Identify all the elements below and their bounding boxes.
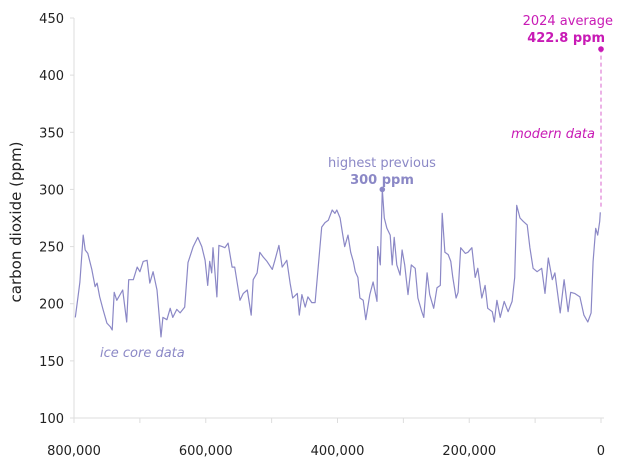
x-tick-label: 800,000 <box>47 444 101 459</box>
axes: 100 150 200 250 300 350 400 450 800,000 600,000 40… <box>39 12 605 459</box>
latest-average-label: 2024 average <box>523 14 613 29</box>
highest-previous-label: highest previous <box>328 156 436 171</box>
y-tick-label: 400 <box>39 69 64 84</box>
ice-core-line <box>74 188 601 338</box>
y-axis-title: carbon dioxide (ppm) <box>7 142 25 303</box>
highest-previous-value: 300 ppm <box>350 173 414 188</box>
latest-average-value: 422.8 ppm <box>527 31 605 46</box>
y-tick-label: 450 <box>39 12 64 27</box>
x-tick-label: 0 <box>597 444 605 459</box>
latest-average-point <box>598 46 604 52</box>
marks <box>74 46 604 338</box>
modern-data-label: modern data <box>511 127 595 142</box>
ice-core-label: ice core data <box>100 346 185 361</box>
y-tick-label: 100 <box>39 412 64 427</box>
y-tick-label: 250 <box>39 241 64 256</box>
highest-previous-point <box>379 186 386 193</box>
y-tick-label: 200 <box>39 298 64 313</box>
x-tick-label: 200,000 <box>442 444 496 459</box>
y-tick-label: 150 <box>39 355 64 370</box>
y-tick-label: 300 <box>39 183 64 198</box>
x-tick-label: 400,000 <box>311 444 365 459</box>
x-tick-label: 600,000 <box>179 444 233 459</box>
y-tick-label: 350 <box>39 126 64 141</box>
